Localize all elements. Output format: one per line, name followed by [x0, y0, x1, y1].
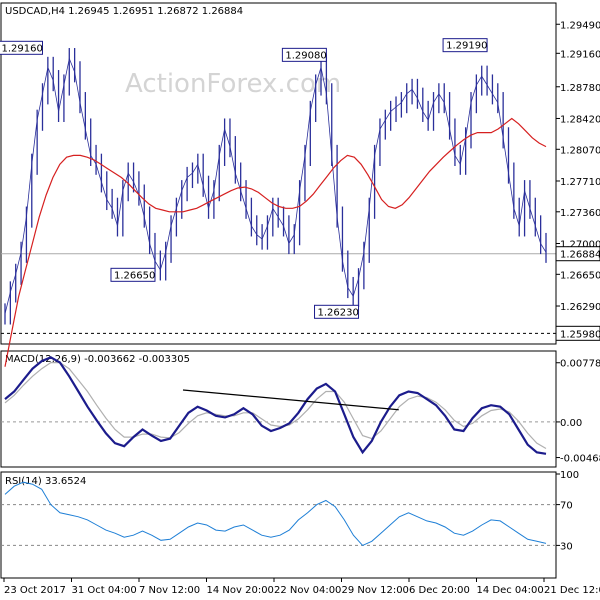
macd-trendline — [182, 389, 399, 411]
price-axis-tick-label: 1.26290 — [560, 302, 600, 313]
price-annotation-label: 1.26650 — [114, 270, 155, 281]
price-annotation: 1.29190 — [442, 38, 488, 53]
price-annotation: 1.26230 — [314, 304, 360, 319]
rsi-axis-tick-label: 70 — [560, 501, 573, 512]
support-marker: 1.25980 — [555, 325, 600, 341]
x-tick-label: 21 Dec 12:00 — [544, 585, 600, 596]
rsi-header: RSI(14) 33.6524 — [5, 476, 86, 487]
price-axis-tick-label: 1.28780 — [560, 83, 600, 94]
price-series-line — [4, 57, 547, 314]
macd-panel-frame — [0, 350, 557, 468]
x-tick-label: 22 Nov 04:00 — [274, 585, 341, 596]
price-annotation: 1.29080 — [281, 47, 327, 62]
macd-signal-line — [4, 362, 547, 450]
price-axis-tick-label: 1.27710 — [560, 177, 600, 188]
macd-header: MACD(12,26,9) -0.003662 -0.003305 — [5, 354, 190, 365]
x-tick-label: 23 Oct 2017 — [4, 585, 66, 596]
price-header: USDCAD,H4 1.26945 1.26951 1.26872 1.2688… — [5, 6, 243, 17]
ma-series-line — [4, 117, 547, 367]
price-annotation-label: 1.29190 — [446, 41, 487, 52]
price-annotation-label: 1.26230 — [318, 307, 359, 318]
x-tick-label: 31 Oct 04:00 — [72, 585, 137, 596]
rsi-line — [4, 481, 547, 547]
x-tick-label: 14 Dec 04:00 — [477, 585, 544, 596]
price-annotation: 1.26650 — [110, 267, 156, 282]
price-axis-tick-label: 1.29160 — [560, 49, 600, 60]
price-axis-tick-label: 1.26650 — [560, 270, 600, 281]
macd-axis-tick-label: 0.00 — [560, 418, 582, 429]
macd-axis-tick-label: 0.007786 — [560, 359, 600, 370]
rsi-axis-tick-label: 100 — [560, 470, 579, 481]
price-panel-frame — [0, 2, 557, 345]
x-tick-label: 7 Nov 12:00 — [139, 585, 200, 596]
macd-layer — [1, 356, 556, 455]
support-label: 1.25980 — [560, 329, 600, 340]
rsi-layer — [1, 481, 556, 547]
price-annotation-label: 1.29160 — [1, 43, 42, 54]
price-layer: 1.29160 1.26650 1.29080 1.26230 1.29190 — [0, 38, 556, 367]
rsi-panel-frame — [0, 471, 557, 579]
current-price-label: 1.26884 — [560, 250, 600, 261]
macd-axis-tick-label: -0.004688 — [560, 454, 600, 465]
x-tick-label: 29 Nov 12:00 — [342, 585, 409, 596]
x-tick-label: 6 Dec 20:00 — [409, 585, 470, 596]
price-axis-tick-label: 1.27360 — [560, 208, 600, 219]
macd-line — [4, 356, 547, 455]
price-annotation: 1.29160 — [0, 40, 43, 55]
x-tick-label: 14 Nov 20:00 — [207, 585, 274, 596]
price-axis-tick-label: 1.28420 — [560, 114, 600, 125]
watermark: ActionForex.com — [125, 69, 341, 99]
price-axis-tick-label: 1.29490 — [560, 20, 600, 31]
rsi-axis-tick-label: 30 — [560, 541, 573, 552]
price-axis-tick-label: 1.27000 — [560, 240, 600, 251]
price-axis-tick-label: 1.28070 — [560, 145, 600, 156]
price-annotation-label: 1.29080 — [285, 50, 326, 61]
axis-layer: 1.29490 1.29160 1.28780 1.28420 1.28070 1.277… — [3, 20, 600, 596]
current-price-marker: 1.26884 — [555, 246, 600, 262]
